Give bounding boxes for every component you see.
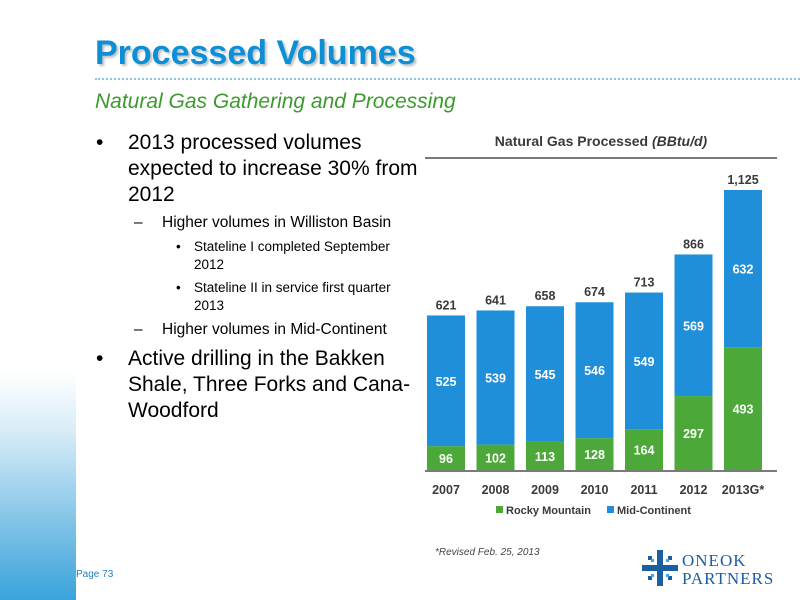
data-label-mid-continent: 546 xyxy=(584,364,605,378)
title-divider xyxy=(95,78,800,80)
bar-mid-continent xyxy=(427,315,465,447)
logo-text-oneok: ONEOK xyxy=(682,551,747,570)
chart-title: Natural Gas Processed (BBtu/d) xyxy=(425,133,777,149)
data-label-rocky-mountain: 493 xyxy=(733,403,754,417)
bullet-list: • 2013 processed volumes expected to inc… xyxy=(90,130,420,424)
data-label-rocky-mountain: 113 xyxy=(535,450,555,464)
chart-title-main: Natural Gas Processed xyxy=(494,133,652,149)
bar-rocky-mountain xyxy=(625,429,663,470)
bullet-marker: • xyxy=(176,239,181,254)
bar-mid-continent xyxy=(476,310,515,445)
x-tick-label: 2013G* xyxy=(722,483,765,497)
bar-mid-continent xyxy=(674,254,713,397)
sub-bullet-text: Higher volumes in Williston Basin xyxy=(162,214,392,231)
data-label-rocky-mountain: 164 xyxy=(634,444,655,458)
page-title: Processed Volumes xyxy=(95,34,416,72)
logo-text-partners: PARTNERS xyxy=(682,569,775,588)
data-label-total: 641 xyxy=(485,293,506,307)
data-label-mid-continent: 525 xyxy=(436,375,457,389)
sub-bullet-item: – Higher volumes in Mid-Continent xyxy=(90,320,420,340)
data-label-total: 713 xyxy=(634,276,655,290)
sub-sub-bullet-item: • Stateline I completed September 2012 xyxy=(90,238,420,274)
bar-mid-continent xyxy=(575,302,614,439)
x-tick-label: 2008 xyxy=(482,483,510,497)
sub-sub-bullet-item: • Stateline II in service first quarter … xyxy=(90,279,420,315)
bar-rocky-mountain xyxy=(427,446,465,470)
chart-title-rule xyxy=(425,157,777,159)
page-subtitle: Natural Gas Gathering and Processing xyxy=(95,90,456,113)
data-label-rocky-mountain: 96 xyxy=(439,452,453,466)
sub-sub-bullet-text: Stateline II in service first quarter 20… xyxy=(194,280,391,313)
data-label-rocky-mountain: 297 xyxy=(683,427,704,441)
data-label-total: 658 xyxy=(535,289,556,303)
legend-label-mid-continent: Mid-Continent xyxy=(617,505,691,517)
page-number: Page 73 xyxy=(76,569,114,580)
bullet-item: • Active drilling in the Bakken Shale, T… xyxy=(90,346,420,424)
legend-swatch-mid-continent xyxy=(607,506,614,513)
chart-title-unit: (BBtu/d) xyxy=(651,133,708,149)
bar-rocky-mountain xyxy=(526,441,564,470)
bar-mid-continent xyxy=(526,306,564,442)
data-label-mid-continent: 545 xyxy=(535,368,556,382)
bar-rocky-mountain xyxy=(674,396,713,470)
data-label-total: 621 xyxy=(436,298,457,312)
data-label-mid-continent: 539 xyxy=(485,372,506,386)
x-tick-label: 2012 xyxy=(680,483,708,497)
data-label-total: 674 xyxy=(584,285,605,299)
data-label-total: 866 xyxy=(683,237,704,251)
x-tick-label: 2010 xyxy=(581,483,609,497)
bar-mid-continent xyxy=(625,292,663,430)
legend-swatch-rocky-mountain xyxy=(496,506,503,513)
bar-rocky-mountain xyxy=(476,444,515,470)
bar-rocky-mountain xyxy=(575,438,614,470)
sub-bullet-item: – Higher volumes in Williston Basin xyxy=(90,213,420,233)
oneok-logo-icon xyxy=(642,550,678,586)
bullet-text: Active drilling in the Bakken Shale, Thr… xyxy=(128,347,411,422)
left-accent-band xyxy=(0,0,76,600)
dash-marker: – xyxy=(134,321,143,338)
data-label-rocky-mountain: 128 xyxy=(584,448,605,462)
data-label-rocky-mountain: 102 xyxy=(485,451,506,465)
bullet-text: 2013 processed volumes expected to incre… xyxy=(128,131,418,206)
legend-label-rocky-mountain: Rocky Mountain xyxy=(506,505,591,517)
dash-marker: – xyxy=(134,214,143,231)
data-label-mid-continent: 549 xyxy=(634,355,655,369)
x-tick-label: 2011 xyxy=(630,483,657,497)
bar-rocky-mountain xyxy=(724,347,762,470)
data-label-mid-continent: 632 xyxy=(733,263,754,277)
bullet-marker: • xyxy=(176,280,181,295)
bullet-marker: • xyxy=(96,131,104,154)
sub-sub-bullet-text: Stateline I completed September 2012 xyxy=(194,239,390,272)
data-label-mid-continent: 569 xyxy=(683,319,704,333)
bullet-marker: • xyxy=(96,347,104,370)
x-tick-label: 2007 xyxy=(432,483,460,497)
bullet-item: • 2013 processed volumes expected to inc… xyxy=(90,130,420,208)
sub-bullet-text: Higher volumes in Mid-Continent xyxy=(162,321,387,338)
data-label-total: 1,125 xyxy=(727,173,758,187)
footnote: *Revised Feb. 25, 2013 xyxy=(435,547,540,558)
x-tick-label: 2009 xyxy=(531,483,559,497)
bar-mid-continent xyxy=(724,190,762,348)
